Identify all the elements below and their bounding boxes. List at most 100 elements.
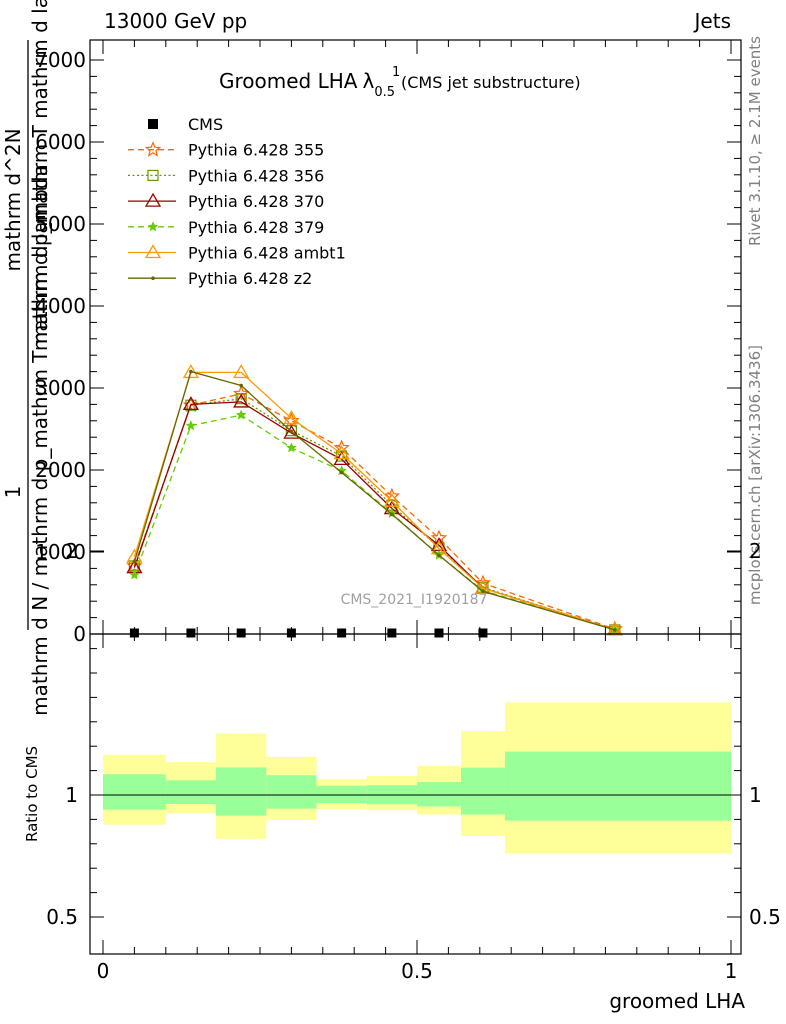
cms-data-point: [387, 628, 397, 638]
band-bin: [216, 767, 267, 816]
main-y-axis: 0 1000 2000 3000 4000 5000 6000 7000: [35, 48, 741, 646]
band-bin: [266, 775, 317, 809]
cms-data-point: [236, 628, 246, 638]
y-label-mid: mathrm d^2N: [1, 128, 25, 271]
chart-title: Groomed LHA λ0.5 (CMS jet substructure): [219, 69, 581, 100]
header-process: 13000 GeV pp: [104, 9, 247, 33]
legend-marker: [144, 192, 162, 207]
cms-data-point: [478, 628, 488, 638]
band-bin: [316, 785, 367, 804]
header-category: Jets: [693, 9, 731, 33]
series-line: [133, 393, 616, 630]
legend-marker: [144, 244, 162, 259]
y-label-denominator: mathrm d N / mathrm d p_mathrm T mathrm …: [28, 164, 52, 716]
ratio-panel: 0.5 0.51 12 2 0 0.5 1 Ratio to CMS groomed LH…: [23, 40, 781, 1013]
legend-item: Pythia 6.428 370: [128, 192, 324, 211]
legend-marker: [147, 169, 159, 181]
main-y-tick-label: 2000: [35, 458, 86, 482]
data-point: [383, 492, 401, 507]
data-point: [333, 445, 350, 460]
chart-title-note: (CMS jet substructure): [401, 73, 581, 92]
legend-label: Pythia 6.428 379: [188, 218, 324, 237]
chart-title-text: Groomed LHA: [219, 69, 358, 93]
data-point: [283, 410, 300, 424]
main-y-tick-label: 5000: [35, 212, 86, 236]
data-point: [481, 589, 485, 594]
legend-marker: [147, 221, 159, 232]
data-point: [339, 470, 344, 475]
x-tick-label: 0.5: [401, 959, 433, 983]
legend-item: CMS: [148, 115, 223, 134]
data-point: [235, 409, 247, 420]
ratio-y-tick-label-right: 2: [749, 539, 762, 563]
data-point: [289, 429, 294, 434]
legend-label: Pythia 6.428 356: [188, 166, 324, 185]
legend-item: Pythia 6.428 z2: [128, 269, 312, 288]
series-line: [133, 401, 615, 631]
legend-item: Pythia 6.428 355: [128, 141, 324, 160]
x-tick-label: 1: [725, 959, 738, 983]
analysis-watermark: CMS_2021_I1920187: [341, 592, 488, 608]
main-y-tick-label: 1000: [35, 540, 86, 564]
x-axis-label: groomed LHA: [609, 989, 745, 1013]
inner-uncertainty-band: [103, 751, 731, 821]
y-label-mid-denominator: mathrm d p_mathrm T mathrm d lambda: [28, 0, 52, 351]
legend-item: Pythia 6.428 379: [128, 218, 324, 237]
legend-label: Pythia 6.428 370: [188, 192, 324, 211]
main-y-tick-label: 7000: [35, 48, 86, 72]
rivet-version-label: Rivet 3.1.10, ≥ 2.1M events: [746, 36, 764, 246]
legend-marker: [151, 276, 155, 281]
legend-item: Pythia 6.428 356: [128, 166, 324, 185]
data-point: [189, 369, 193, 374]
ratio-y-tick-label: 1: [65, 783, 78, 807]
band-bin: [103, 774, 166, 810]
ratio-frame: [89, 633, 742, 955]
legend-label: Pythia 6.428 355: [188, 141, 324, 160]
series-cms: [129, 628, 488, 638]
legend-marker: [144, 141, 162, 157]
main-panel: 0 1000 2000 3000 4000 5000 6000 7000 Groomed LH…: [1, 0, 742, 716]
band-bin: [165, 780, 217, 805]
series-pythia-6-428-ambt1: [126, 364, 623, 636]
cms-data-point: [337, 628, 347, 638]
series-pythia-6-428-z2: [132, 369, 617, 632]
band-bin: [504, 751, 731, 821]
data-point: [182, 396, 200, 411]
ratio-y-tick-label: 0.5: [46, 905, 78, 929]
chart-title-symbol: λ: [362, 69, 374, 93]
legend: CMS Pythia 6.428 355 Pythia 6.428 356 Pythi…: [128, 115, 346, 288]
ratio-y-tick-label-right: 0.5: [749, 905, 781, 929]
band-bin: [460, 767, 505, 815]
main-y-tick-label: 3000: [35, 376, 86, 400]
data-point: [233, 393, 250, 408]
main-y-tick-label: 6000: [35, 130, 86, 154]
data-point: [437, 553, 441, 558]
legend-item: Pythia 6.428 ambt1: [128, 244, 346, 263]
y-label-numerator: 1: [1, 486, 25, 499]
x-tick-label: 0: [97, 959, 110, 983]
legend-label: Pythia 6.428 ambt1: [188, 244, 346, 263]
data-point: [239, 383, 243, 388]
ratio-y-label: Ratio to CMS: [23, 746, 41, 842]
band-bin: [417, 782, 461, 807]
data-point: [128, 569, 140, 580]
mcplots-label: mcplots.cern.ch [arXiv:1306.3436]: [746, 345, 764, 605]
data-point: [285, 442, 297, 453]
ratio-y-tick-label-right: 1: [749, 783, 762, 807]
main-y-tick-label: 4000: [35, 294, 86, 318]
ratio-x-axis: 0 0.5 1: [97, 40, 738, 983]
data-point: [185, 420, 197, 431]
legend-label: CMS: [188, 115, 223, 134]
data-point: [383, 487, 400, 504]
ratio-y-axis: 0.5 0.5 1 1 2 2: [46, 539, 781, 929]
main-series-group: [126, 364, 623, 638]
chart-title-sub: 0.5: [374, 85, 395, 100]
chart-title-sup: 1: [392, 65, 400, 80]
ratio-bands: [103, 702, 731, 854]
data-point: [232, 385, 250, 401]
data-point: [613, 628, 617, 632]
data-point: [132, 560, 137, 564]
data-point: [390, 512, 394, 517]
series-line: [133, 371, 615, 631]
